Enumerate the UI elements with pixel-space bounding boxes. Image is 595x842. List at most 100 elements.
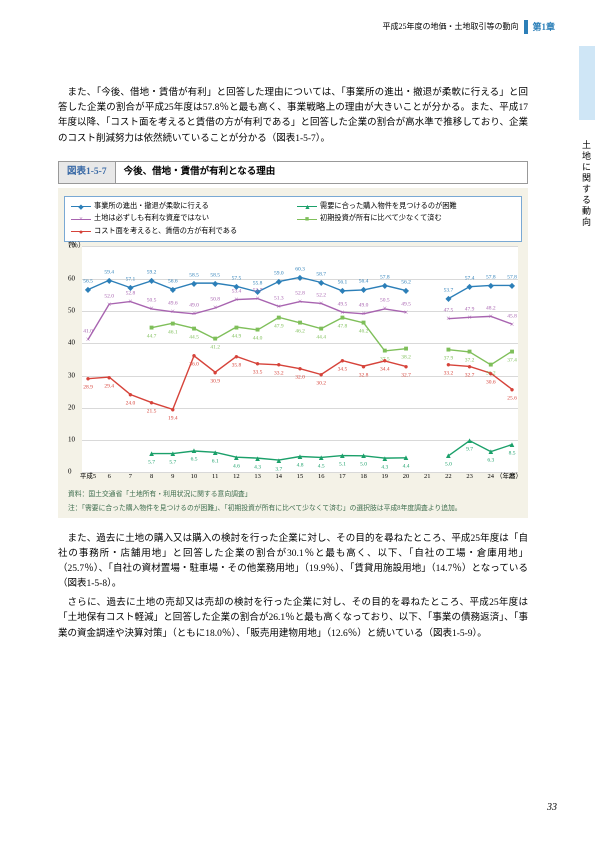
legend-item: ▲需要に合った購入物件を見つけるのが困難 xyxy=(297,201,515,213)
data-point: × xyxy=(277,303,282,311)
data-label: 49.5 xyxy=(338,300,348,309)
data-point: ● xyxy=(382,357,387,365)
data-label: 59.0 xyxy=(274,270,284,279)
data-label: 44.7 xyxy=(147,333,157,342)
data-label: 57.1 xyxy=(126,276,136,285)
data-label: 21.5 xyxy=(147,408,157,417)
chart-area: （％） 010203040506070平成5678910111213141516… xyxy=(82,246,518,472)
data-label: 44.5 xyxy=(189,333,199,342)
data-point: ◆ xyxy=(106,277,112,285)
chapter-label: 第1章 xyxy=(524,20,555,34)
y-tick: 50 xyxy=(68,305,75,316)
data-label: 46.1 xyxy=(168,328,178,337)
data-point: ● xyxy=(255,360,260,368)
data-point: × xyxy=(510,321,515,329)
data-point: ▲ xyxy=(254,455,262,463)
data-label: 60.3 xyxy=(295,265,305,274)
main-content: また、「今後、借地・賃借が有利」と回答した理由については、「事業所の進出・撤退が… xyxy=(58,86,528,646)
data-point: ◆ xyxy=(361,286,367,294)
data-point: ◆ xyxy=(191,280,197,288)
data-point: ◆ xyxy=(445,295,451,303)
data-label: 36.0 xyxy=(189,361,199,370)
x-tick: 12 xyxy=(233,472,240,482)
figure-label: 図表1-5-7 xyxy=(59,162,116,183)
data-label: 8.5 xyxy=(509,450,516,459)
data-label: 32.8 xyxy=(359,371,369,380)
page-number: 33 xyxy=(547,800,557,816)
data-point: ■ xyxy=(340,314,345,322)
data-label: 44.4 xyxy=(316,334,326,343)
data-label: 58.5 xyxy=(189,271,199,280)
data-point: ■ xyxy=(319,325,324,333)
data-point: ■ xyxy=(255,326,260,334)
data-label: 58.5 xyxy=(210,271,220,280)
data-point: ● xyxy=(192,352,197,360)
data-label: 5.0 xyxy=(445,461,452,470)
data-label: 4.5 xyxy=(318,463,325,472)
data-label: 41.0 xyxy=(83,328,93,337)
data-label: 57.8 xyxy=(507,273,517,282)
x-tick: 20 xyxy=(403,472,410,482)
data-label: 35.8 xyxy=(232,361,242,370)
data-label: 19.4 xyxy=(168,414,178,423)
data-point: ● xyxy=(361,363,366,371)
data-point: ◆ xyxy=(403,287,409,295)
y-tick: 70 xyxy=(68,241,75,252)
data-point: ● xyxy=(446,361,451,369)
data-label: 48.2 xyxy=(486,304,496,313)
legend-item: ■初期投資が所有に比べて少なくて済む xyxy=(297,213,515,225)
data-point: ■ xyxy=(382,347,387,355)
data-point: ● xyxy=(170,406,175,414)
data-label: 49.0 xyxy=(189,302,199,311)
data-point: ◆ xyxy=(297,274,303,282)
data-point: × xyxy=(149,305,154,313)
data-point: ◆ xyxy=(170,286,176,294)
data-label: 50.5 xyxy=(380,297,390,306)
data-label: 30.6 xyxy=(486,378,496,387)
chart-source: 資料：国土交通省「土地所有・利用状況に関する意向調査」 xyxy=(64,490,522,500)
data-label: 3.7 xyxy=(275,465,282,474)
data-label: 41.2 xyxy=(210,344,220,353)
x-tick: 8 xyxy=(150,472,153,482)
data-label: 4.3 xyxy=(381,463,388,472)
data-label: 46.2 xyxy=(359,328,369,337)
data-point: ■ xyxy=(149,324,154,332)
x-tick: 11 xyxy=(212,472,218,482)
data-point: ■ xyxy=(192,325,197,333)
data-label: 50.8 xyxy=(210,296,220,305)
data-point: ◆ xyxy=(509,282,515,290)
x-tick: 22 xyxy=(445,472,452,482)
data-point: ◆ xyxy=(276,278,282,286)
data-label: 32.7 xyxy=(401,372,411,381)
data-label: 4.8 xyxy=(297,462,304,471)
data-point: ▲ xyxy=(466,437,474,445)
data-label: 47.5 xyxy=(444,307,454,316)
chart-note: 注：「需要に合った購入物件を見つけるのが困難」、「初期投資が所有に比べて少なくて… xyxy=(64,504,522,514)
x-tick: 平成5 xyxy=(80,472,96,482)
data-point: ■ xyxy=(170,320,175,328)
data-point: ◆ xyxy=(149,277,155,285)
data-label: 34.4 xyxy=(380,366,390,375)
y-tick: 10 xyxy=(68,435,75,446)
data-label: 9.7 xyxy=(466,446,473,455)
data-point: × xyxy=(489,313,494,321)
data-point: ● xyxy=(488,370,493,378)
data-label: 25.6 xyxy=(507,394,517,403)
data-point: ▲ xyxy=(360,452,368,460)
y-tick: 30 xyxy=(68,370,75,381)
x-tick: 7 xyxy=(129,472,132,482)
data-label: 33.2 xyxy=(274,370,284,379)
data-point: × xyxy=(319,300,324,308)
data-point: ▲ xyxy=(444,452,452,460)
data-label: 5.1 xyxy=(339,461,346,470)
data-label: 6.5 xyxy=(191,456,198,465)
data-point: × xyxy=(86,336,91,344)
data-label: 28.9 xyxy=(83,384,93,393)
data-point: × xyxy=(234,296,239,304)
x-tick: 6 xyxy=(108,472,111,482)
data-label: 59.4 xyxy=(104,268,114,277)
data-label: 56.4 xyxy=(359,278,369,287)
data-label: 44.0 xyxy=(253,335,263,344)
data-point: ▲ xyxy=(148,450,156,458)
y-tick: 60 xyxy=(68,273,75,284)
